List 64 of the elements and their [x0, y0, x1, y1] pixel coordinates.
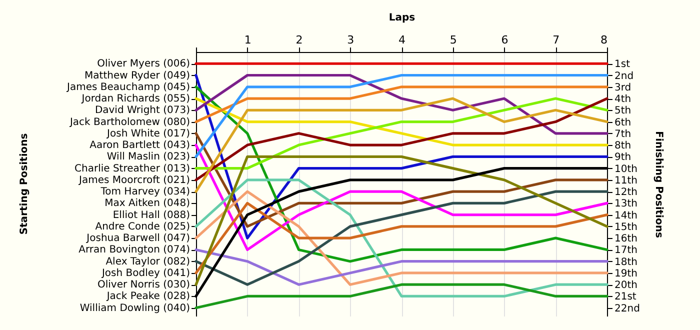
x-tick-label: 4 — [398, 34, 406, 46]
y2-tick-label: 20th — [614, 280, 638, 292]
y2-tick-label: 17th — [614, 245, 638, 256]
x-axis-title: Laps — [388, 12, 416, 24]
y2-tick-label: 15th — [614, 222, 638, 233]
text: Joshua Barwell (047) — [86, 233, 190, 244]
y2-tick-label: 21st — [614, 292, 636, 303]
text: Arran Bovington (074) — [78, 244, 190, 256]
y2-tick-label: 7th — [614, 128, 632, 140]
x-tick-label: 3 — [347, 34, 354, 46]
y2-tick-label: 14th — [614, 210, 638, 222]
text: Jack Bartholomew (080) — [68, 116, 190, 128]
text: James Moorcroft (021) — [78, 174, 190, 186]
y2-tick-label: 22nd — [614, 303, 640, 314]
y2-tick-label: 6th — [614, 117, 632, 128]
y2-tick-label: 1st — [614, 59, 630, 70]
x-tick-label: 6 — [501, 34, 508, 46]
y2-tick-label: 9th — [614, 152, 632, 164]
line-series — [194, 132, 608, 228]
text: Oliver Norris (030) — [98, 280, 190, 291]
x-tick-label: 1 — [244, 34, 252, 46]
text: Jordan Richards (055) — [80, 94, 190, 105]
x-tick-label: 7 — [552, 34, 560, 46]
x-tick-label: 5 — [450, 34, 457, 46]
text: Josh Bodley (041) — [100, 268, 190, 279]
y2-tick-label: 4th — [614, 94, 632, 106]
y2-tick-label: 2nd — [614, 70, 634, 82]
y2-axis-title: Finishing Positions — [652, 131, 664, 238]
y2-tick-label: 16th — [614, 234, 638, 245]
line-series — [194, 202, 608, 274]
y2-tick-label: 5th — [614, 106, 632, 117]
text: Matthew Ryder (049) — [84, 70, 190, 82]
text: Jack Peake (028) — [106, 291, 190, 302]
text: Charlie Streather (013) — [74, 163, 190, 174]
text: David Wright (073) — [94, 105, 190, 116]
text: Alex Taylor (082) — [106, 256, 190, 268]
line-series — [194, 144, 608, 252]
text: William Dowling (040) — [80, 302, 190, 314]
line-series — [194, 86, 608, 263]
y2-tick-label: 12th — [614, 187, 638, 198]
line-series — [194, 97, 608, 146]
y2-tick-label: 10th — [614, 164, 638, 175]
text: Starting Positions — [19, 133, 30, 235]
y2-tick-label: 3rd — [614, 82, 632, 94]
x-tick-label: 2 — [296, 34, 303, 46]
x-tick-label: 8 — [600, 34, 608, 46]
line-series — [194, 190, 608, 286]
text: Elliot Hall (088) — [112, 210, 190, 221]
text: Oliver Myers (006) — [97, 58, 190, 70]
y2-tick-label: 13th — [614, 198, 638, 210]
text: Andre Conde (025) — [95, 221, 190, 232]
text: Will Maslin (023) — [106, 152, 190, 163]
y2-tick-label: 8th — [614, 140, 632, 152]
line-series — [194, 74, 608, 135]
line-series — [194, 155, 608, 286]
text: Aaron Bartlett (043) — [90, 140, 190, 152]
y2-tick-label: 19th — [614, 268, 638, 280]
y2-tick-label: 11th — [614, 175, 638, 186]
line-series — [194, 248, 608, 286]
text: Josh White (017) — [106, 128, 190, 140]
y2-tick-label: 18th — [614, 256, 638, 268]
text: Max Aitken (048) — [104, 198, 190, 210]
text: Tom Harvey (034) — [100, 186, 190, 198]
text: James Beauchamp (045) — [66, 82, 190, 93]
